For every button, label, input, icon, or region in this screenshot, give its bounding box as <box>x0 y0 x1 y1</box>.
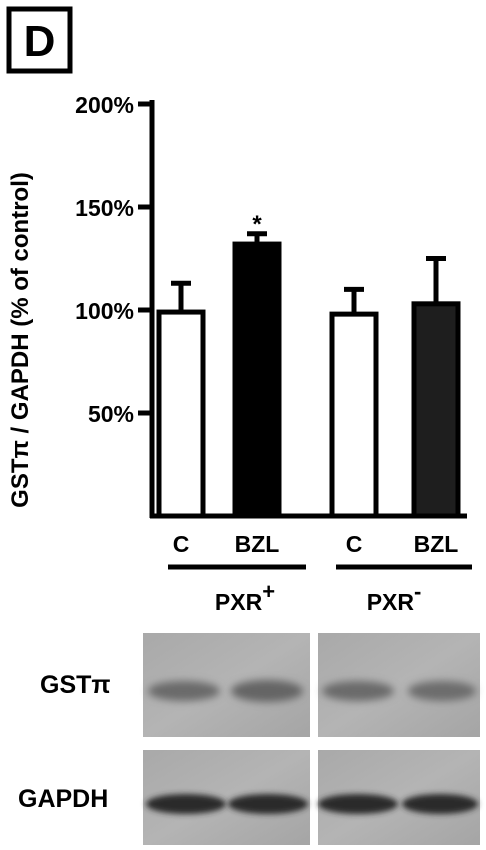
y-tick-label: 200% <box>75 92 134 118</box>
group-labels: PXR+ PXR- <box>168 564 472 610</box>
panel-label: D <box>24 17 56 66</box>
significance-marker: * <box>252 211 262 238</box>
group-name: PXR <box>367 589 415 610</box>
gapdh-band-3 <box>318 794 398 814</box>
group-label: PXR- <box>367 579 422 610</box>
x-tick-labels: C BZL C BZL <box>173 531 459 557</box>
bar <box>156 309 206 519</box>
blot-label-gapdh: GAPDH <box>18 785 109 813</box>
figure: D GSTπ / GAPDH (% of control) 50% 100% 150… <box>6 6 472 610</box>
y-ticks: 50% 100% 150% 200% <box>75 92 152 427</box>
gstpi-band-3 <box>322 681 394 701</box>
group-name: PXR <box>215 589 263 610</box>
y-tick-label: 50% <box>88 401 134 427</box>
y-axis-title: GSTπ / GAPDH (% of control) <box>7 172 34 508</box>
y-tick-label: 150% <box>75 195 134 221</box>
gstpi-band-2 <box>231 680 303 702</box>
x-tick-label: C <box>173 531 190 557</box>
blot-label-gstpi: GSTπ <box>40 671 111 699</box>
x-tick-label: C <box>346 531 363 557</box>
group-superscript: - <box>414 579 421 604</box>
gapdh-band-4 <box>402 794 478 814</box>
group-superscript: + <box>262 579 275 604</box>
bar <box>232 241 282 519</box>
gapdh-band-1 <box>146 794 226 814</box>
panel-label-box <box>6 6 73 74</box>
gstpi-band-4 <box>408 681 476 701</box>
gstpi-band-1 <box>148 681 220 701</box>
bar <box>411 301 461 519</box>
group-label: PXR+ <box>215 579 275 610</box>
x-tick-label: BZL <box>414 531 459 557</box>
gapdh-band-2 <box>228 794 308 814</box>
bars: * <box>156 211 461 519</box>
bar <box>329 311 379 519</box>
y-tick-label: 100% <box>75 298 134 324</box>
x-tick-label: BZL <box>235 531 280 557</box>
